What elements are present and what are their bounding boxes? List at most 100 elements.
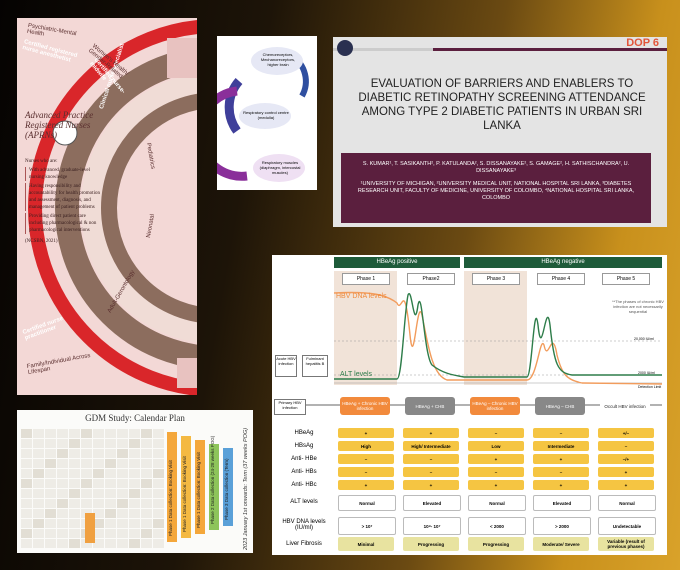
calendar-cell	[57, 539, 68, 548]
calendar-cell	[141, 489, 152, 498]
calendar-cell	[153, 529, 164, 538]
row-label: HBV DNA levels (IU/ml)	[282, 519, 326, 531]
table-cell: Elevated	[403, 495, 461, 511]
node-label: Chemoreceptors, Mechanoreceptors, higher…	[260, 52, 296, 67]
calendar-cell	[45, 529, 56, 538]
calendar-cell	[33, 529, 44, 538]
calendar-cell	[105, 499, 116, 508]
calendar-cell	[69, 469, 80, 478]
table-cell: > 10⁷	[338, 517, 396, 535]
bullet: Providing direct patient care including …	[25, 213, 105, 234]
calendar-cell	[81, 499, 92, 508]
calendar-cell	[21, 429, 32, 438]
calendar-cell	[69, 439, 80, 448]
table-cell: +	[533, 454, 589, 464]
calendar-cell	[21, 499, 32, 508]
table-cell: Moderate/ Severe	[533, 537, 589, 551]
table-cell: +	[468, 454, 524, 464]
calendar-cell	[153, 469, 164, 478]
poster-intro: Nurses who are:	[25, 159, 58, 164]
table-cell: +	[338, 428, 394, 438]
calendar-cell	[153, 459, 164, 468]
row-label: Anti- HBs	[291, 469, 317, 475]
calendar-cell	[117, 449, 128, 458]
table-cell: Minimal	[338, 537, 394, 551]
table-cell: High/ Intermediate	[403, 441, 459, 451]
calendar-cell	[141, 509, 152, 518]
calendar-cell	[69, 519, 80, 528]
calendar-cell	[153, 499, 164, 508]
calendar-cell	[33, 439, 44, 448]
acute-box: Fulminant hepatitis B	[302, 355, 328, 377]
phase-bar-label: Phase 1 Data collection: Booking Visit	[196, 452, 201, 528]
calendar-cell	[69, 449, 80, 458]
table-cell: –	[468, 428, 524, 438]
calendar-cell	[93, 459, 104, 468]
node-label: Respiratory control centre (medulla)	[243, 110, 289, 120]
calendar-cell	[117, 539, 128, 548]
calendar-grid	[21, 429, 164, 548]
calendar-cell	[81, 469, 92, 478]
table-cell: Variable (result of previous phases)	[598, 537, 654, 551]
calendar-cell	[141, 439, 152, 448]
calendar-cell	[129, 509, 140, 518]
calendar-cell	[45, 499, 56, 508]
calendar-cell	[81, 539, 92, 548]
calendar-cell	[105, 529, 116, 538]
calendar-cell	[141, 429, 152, 438]
table-cell: Elevated	[533, 495, 591, 511]
table-cell: < 2000	[468, 517, 526, 535]
calendar-cell	[129, 469, 140, 478]
phase-bar: Phase 2 Data collection (24-28 weeks POG…	[209, 436, 219, 530]
calendar-cell	[141, 469, 152, 478]
curve-label: HBV DNA levels	[336, 293, 387, 300]
table-cell: High	[338, 441, 394, 451]
hbv-curves	[278, 271, 663, 406]
poster-title: Advanced Practice Registered Nurses (APR…	[25, 110, 94, 140]
table-cell: +/–	[598, 428, 654, 438]
gdm-calendar: GDM Study: Calendar Plan Phase 1 Data co…	[17, 410, 253, 553]
calendar-cell	[129, 489, 140, 498]
calendar-cell	[81, 489, 92, 498]
calendar-cell	[105, 429, 116, 438]
calendar-footer: 2023 January 1st onwards: Term (37 weeks…	[243, 427, 249, 550]
table-cell: –	[338, 467, 394, 477]
calendar-cell	[33, 459, 44, 468]
calendar-cell	[21, 459, 32, 468]
calendar-cell	[57, 499, 68, 508]
calendar-cell	[69, 509, 80, 518]
author-box: S. KUMAR¹, T. SASIKANTH², P. KATULANDA²,…	[341, 153, 651, 223]
calendar-cell	[105, 479, 116, 488]
calendar-cell	[105, 509, 116, 518]
phase-bar-label: Phase 2 Data collection (24-28 weeks POG…	[210, 435, 215, 524]
table-cell: +	[598, 467, 654, 477]
calendar-cell	[57, 459, 68, 468]
calendar-cell	[93, 449, 104, 458]
calendar-cell	[93, 499, 104, 508]
calendar-cell	[33, 479, 44, 488]
calendar-cell	[93, 479, 104, 488]
table-cell: Low	[468, 441, 524, 451]
calendar-cell	[81, 439, 92, 448]
calendar-cell	[105, 519, 116, 528]
bullet: With advanced, graduate-level nursing kn…	[25, 167, 105, 181]
table-cell: –	[598, 441, 654, 451]
calendar-cell	[81, 429, 92, 438]
calendar-cell	[45, 459, 56, 468]
phase-bar-label: Phase 3 Data collection (Term)	[224, 458, 229, 520]
acute-box: Primary HBV infection	[274, 399, 306, 415]
calendar-cell	[117, 429, 128, 438]
table-cell: +	[468, 480, 524, 490]
calendar-cell	[153, 449, 164, 458]
calendar-cell	[117, 439, 128, 448]
table-cell: +	[403, 480, 459, 490]
table-cell: +	[338, 480, 394, 490]
authors: S. KUMAR¹, T. SASIKANTH², P. KATULANDA²,…	[362, 161, 630, 174]
calendar-cell	[57, 529, 68, 538]
calendar-cell	[129, 459, 140, 468]
phase-label: Phase 5	[602, 273, 650, 285]
calendar-cell	[129, 529, 140, 538]
calendar-cell	[93, 429, 104, 438]
calendar-cell	[153, 479, 164, 488]
